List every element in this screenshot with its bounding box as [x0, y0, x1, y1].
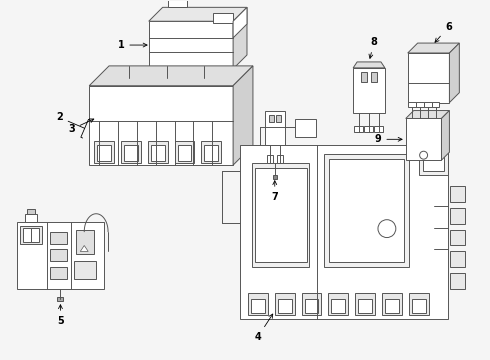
Bar: [177, 145, 192, 161]
Bar: [97, 145, 111, 161]
Bar: [213, 13, 233, 23]
Polygon shape: [267, 155, 273, 163]
Bar: [406, 118, 441, 160]
Bar: [331, 299, 345, 313]
Bar: [301, 293, 321, 315]
Bar: [422, 149, 444, 171]
Bar: [49, 267, 68, 279]
Bar: [412, 299, 426, 313]
Text: 3: 3: [68, 119, 94, 134]
Bar: [255, 168, 307, 262]
Bar: [385, 299, 399, 313]
Text: 5: 5: [57, 305, 64, 326]
Bar: [354, 126, 363, 132]
Polygon shape: [149, 7, 247, 21]
Polygon shape: [406, 111, 449, 118]
Text: 2: 2: [56, 112, 90, 138]
Bar: [26, 209, 35, 214]
Bar: [374, 126, 383, 132]
Bar: [219, 71, 229, 77]
Bar: [416, 102, 424, 107]
Bar: [450, 230, 465, 246]
Bar: [275, 293, 294, 315]
Polygon shape: [441, 111, 449, 160]
Bar: [450, 273, 465, 289]
Bar: [20, 226, 42, 243]
Bar: [204, 145, 218, 161]
Bar: [358, 299, 372, 313]
Bar: [450, 186, 465, 202]
Polygon shape: [233, 66, 253, 165]
Bar: [424, 102, 432, 107]
Bar: [408, 53, 449, 103]
Bar: [201, 141, 221, 163]
Bar: [24, 214, 37, 222]
Polygon shape: [353, 62, 385, 68]
Bar: [240, 145, 448, 319]
Bar: [276, 114, 281, 122]
Bar: [215, 69, 233, 79]
Bar: [149, 21, 233, 69]
Bar: [49, 231, 68, 243]
Bar: [364, 126, 373, 132]
Polygon shape: [89, 66, 253, 86]
Text: 9: 9: [374, 134, 402, 144]
Polygon shape: [277, 155, 283, 163]
Bar: [450, 208, 465, 224]
Polygon shape: [168, 0, 188, 7]
Polygon shape: [408, 43, 459, 53]
Bar: [174, 141, 195, 163]
Text: 1: 1: [118, 40, 147, 50]
Bar: [49, 249, 68, 261]
Polygon shape: [233, 7, 247, 69]
Bar: [432, 102, 440, 107]
Bar: [252, 163, 310, 267]
Bar: [382, 293, 402, 315]
Polygon shape: [80, 246, 88, 251]
Bar: [76, 230, 94, 255]
Text: 6: 6: [435, 22, 452, 42]
Bar: [23, 228, 31, 242]
Bar: [151, 145, 165, 161]
Bar: [273, 175, 277, 179]
Text: 7: 7: [271, 181, 278, 202]
Bar: [278, 299, 292, 313]
Text: 8: 8: [369, 37, 377, 58]
Bar: [353, 68, 385, 113]
Bar: [324, 154, 409, 267]
Bar: [418, 145, 448, 175]
Bar: [269, 114, 274, 122]
Bar: [409, 293, 429, 315]
Bar: [89, 86, 233, 165]
Polygon shape: [233, 7, 247, 38]
Bar: [408, 102, 416, 107]
Bar: [294, 120, 317, 137]
Bar: [94, 141, 114, 163]
Bar: [74, 261, 96, 279]
Bar: [361, 72, 367, 82]
Bar: [17, 222, 104, 289]
Bar: [121, 141, 141, 163]
Bar: [248, 293, 268, 315]
Bar: [148, 141, 168, 163]
Bar: [124, 145, 138, 161]
Bar: [31, 228, 39, 242]
Bar: [265, 111, 285, 145]
Bar: [57, 297, 63, 301]
Bar: [251, 299, 265, 313]
Polygon shape: [449, 43, 459, 103]
Bar: [305, 299, 318, 313]
Text: 4: 4: [254, 314, 273, 342]
Bar: [450, 251, 465, 267]
Bar: [371, 72, 377, 82]
Bar: [329, 159, 404, 262]
Bar: [355, 293, 375, 315]
Bar: [328, 293, 348, 315]
